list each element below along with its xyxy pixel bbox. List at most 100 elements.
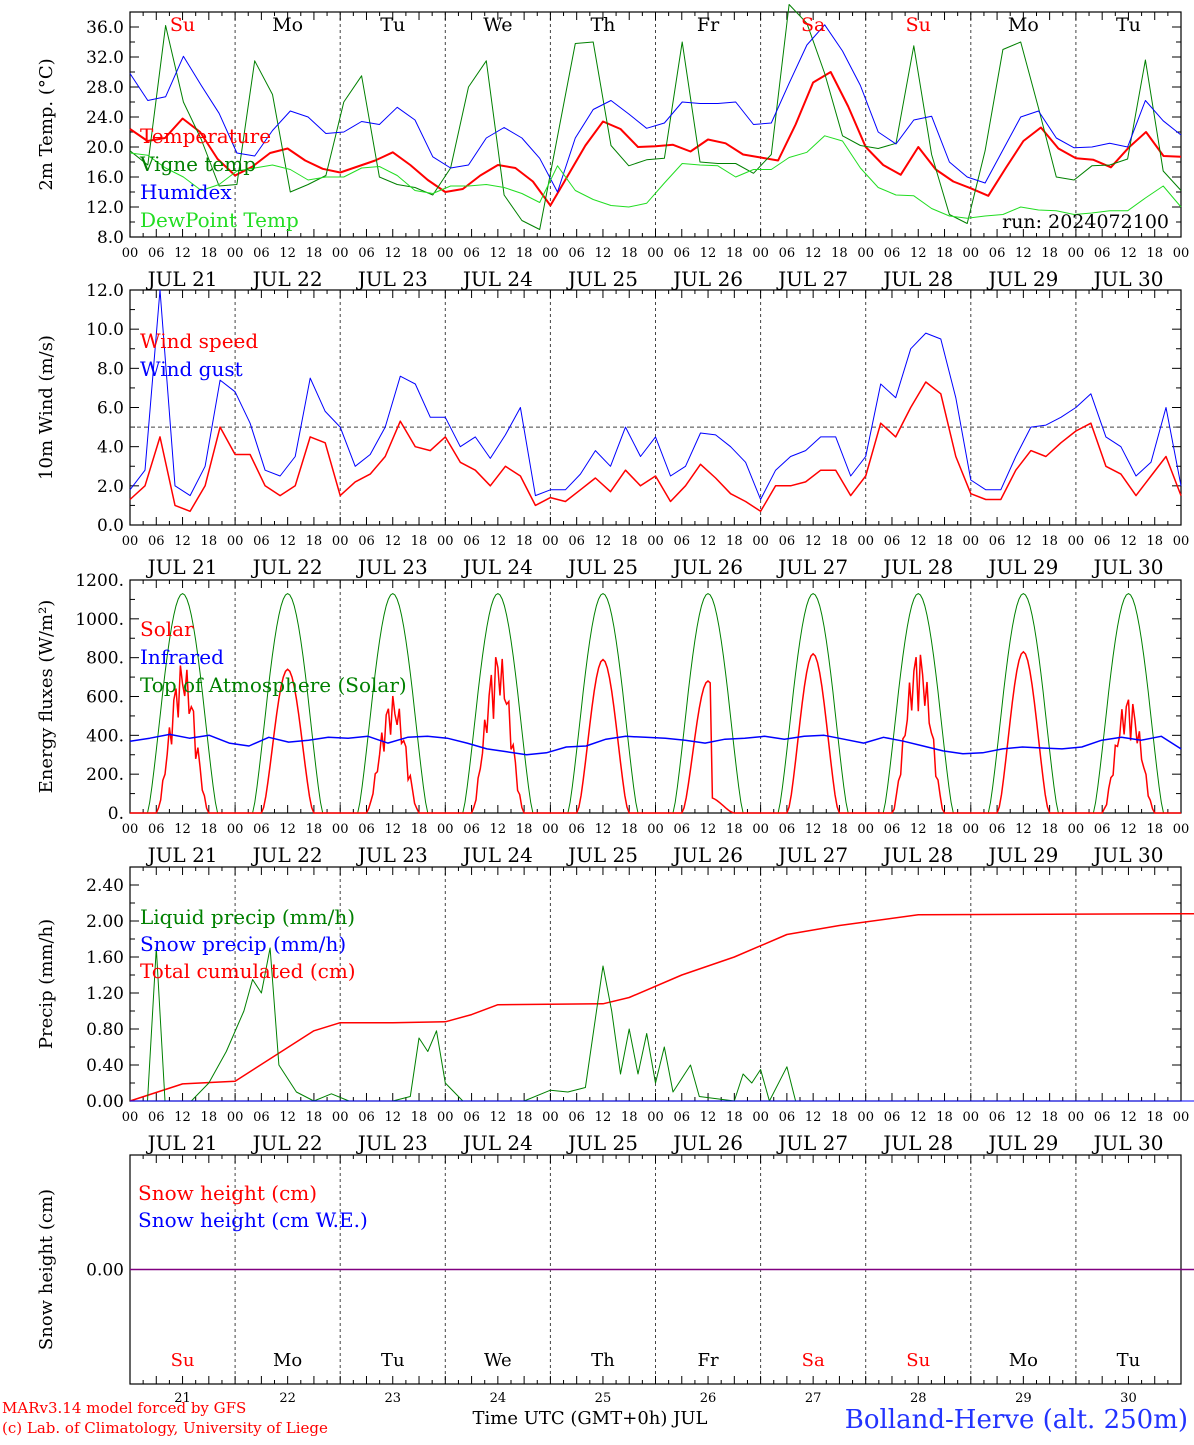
x-date-label: JUL 29 [986, 843, 1058, 867]
x-hour-label: 18 [936, 1110, 953, 1125]
x-hour-label: 00 [963, 822, 980, 837]
x-hour-label: 12 [384, 534, 401, 549]
x-hour-label: 06 [884, 534, 901, 549]
x-hour-label: 00 [1173, 246, 1190, 261]
x-hour-label: 12 [700, 534, 717, 549]
y-tick-label: 6.0 [97, 399, 124, 419]
panel-wind: 0.0 2.0 4.0 6.0 8.0 10.0 12.0 10m Wind (m/s) Win… [36, 281, 1189, 579]
x-hour-label: 06 [148, 822, 165, 837]
x-hour-label: 18 [306, 822, 323, 837]
x-daynumber-label: 21 [174, 1391, 191, 1406]
x-hour-label: 18 [411, 246, 428, 261]
x-hour-label: 06 [148, 534, 165, 549]
x-date-label: JUL 23 [356, 267, 428, 291]
series-line-solar [130, 650, 1181, 814]
x-daynumber-label: 23 [384, 1391, 401, 1406]
x-date-label: JUL 21 [146, 843, 218, 867]
x-daynumber-label: 27 [805, 1391, 822, 1406]
x-weekday-label: Tu [381, 1350, 405, 1371]
y-tick-label: 1200. [75, 571, 124, 591]
y-tick-label: 0.80 [86, 1020, 124, 1040]
x-hour-label: 00 [227, 822, 244, 837]
x-date-label: JUL 25 [566, 1131, 638, 1155]
x-hour-label: 00 [122, 1110, 139, 1125]
x-hour-label: 18 [1146, 822, 1163, 837]
x-weekday-label: We [483, 14, 512, 36]
y-tick-label: 2.00 [86, 912, 124, 932]
x-date-label: JUL 25 [566, 267, 638, 291]
run-label: run: 2024072100 [1002, 211, 1169, 233]
x-hour-label: 12 [490, 1110, 507, 1125]
y-tick-label: 24.0 [86, 108, 124, 128]
x-date-label: JUL 30 [1091, 1131, 1163, 1155]
x-hour-label: 06 [568, 534, 585, 549]
x-date-label: JUL 28 [881, 1131, 953, 1155]
footer-model: MARv3.14 model forced by GFS [2, 1399, 246, 1417]
series-line-total-cumulated-cm [129, 913, 1194, 1102]
x-hour-label: 00 [1068, 1110, 1085, 1125]
x-hour-label: 18 [516, 822, 533, 837]
y-tick-label: 12.0 [86, 198, 124, 218]
x-hour-label: 06 [463, 822, 480, 837]
x-hour-label: 12 [595, 534, 612, 549]
x-hour-label: 06 [989, 1110, 1006, 1125]
legend-entry: Liquid precip (mm/h) [140, 905, 355, 929]
legend-entry: Top of Atmosphere (Solar) [140, 673, 407, 697]
y-tick-label: 0.00 [86, 1092, 124, 1112]
x-hour-label: 00 [752, 534, 769, 549]
x-date-label: JUL 21 [146, 1131, 218, 1155]
x-weekday-label: Tu [1117, 1350, 1141, 1371]
x-hour-label: 18 [726, 246, 743, 261]
x-hour-label: 18 [1041, 1110, 1058, 1125]
x-date-label: JUL 28 [881, 267, 953, 291]
x-hour-label: 06 [358, 534, 375, 549]
x-hour-label: 00 [1068, 534, 1085, 549]
x-hour-label: 00 [122, 534, 139, 549]
footer-time-axis-label: Time UTC (GMT+0h) JUL [473, 1408, 708, 1429]
y-tick-label: 36.0 [86, 18, 124, 38]
x-date-label: JUL 23 [356, 843, 428, 867]
x-date-label: JUL 22 [251, 1131, 323, 1155]
x-hour-label: 12 [174, 246, 191, 261]
x-hour-label: 00 [542, 822, 559, 837]
y-axis-title: 10m Wind (m/s) [36, 335, 57, 480]
x-hour-label: 06 [674, 822, 691, 837]
x-date-label: JUL 24 [461, 555, 533, 579]
x-hour-label: 00 [1068, 246, 1085, 261]
panel-precip: 0.00 0.40 0.80 1.20 1.60 2.00 2.40 Precip (mm/h… [36, 866, 1194, 1155]
y-tick-label: 4.0 [97, 438, 124, 458]
series-line-vigne-temp [129, 4, 1182, 230]
x-hour-label: 06 [779, 534, 796, 549]
x-hour-label: 18 [516, 534, 533, 549]
y-tick-label: 2.0 [97, 477, 124, 497]
x-hour-label: 18 [516, 246, 533, 261]
x-hour-label: 12 [1120, 246, 1137, 261]
series-line-infrared [129, 733, 1182, 756]
x-hour-label: 00 [857, 246, 874, 261]
x-hour-label: 06 [253, 1110, 270, 1125]
x-hour-label: 06 [463, 534, 480, 549]
y-tick-label: 1000. [75, 610, 124, 630]
x-date-label: JUL 30 [1091, 555, 1163, 579]
x-daynumber-label: 25 [595, 1391, 612, 1406]
x-hour-label: 06 [253, 822, 270, 837]
legend-entry: Temperature [140, 124, 271, 148]
x-hour-label: 06 [568, 822, 585, 837]
x-hour-label: 12 [384, 1110, 401, 1125]
x-date-label: JUL 30 [1091, 267, 1163, 291]
x-hour-label: 18 [411, 534, 428, 549]
x-hour-label: 06 [989, 822, 1006, 837]
x-hour-label: 12 [490, 822, 507, 837]
y-axis-title: Snow height (cm) [36, 1189, 57, 1350]
x-hour-label: 12 [595, 822, 612, 837]
station-name: Bolland-Herve (alt. 250m) [845, 1405, 1188, 1435]
x-hour-label: 06 [1094, 534, 1111, 549]
x-hour-label: 00 [752, 246, 769, 261]
x-date-label: JUL 21 [146, 555, 218, 579]
legend-entry: Infrared [140, 645, 224, 669]
y-tick-label: 32.0 [86, 48, 124, 68]
x-date-label: JUL 25 [566, 843, 638, 867]
x-hour-label: 06 [1094, 822, 1111, 837]
